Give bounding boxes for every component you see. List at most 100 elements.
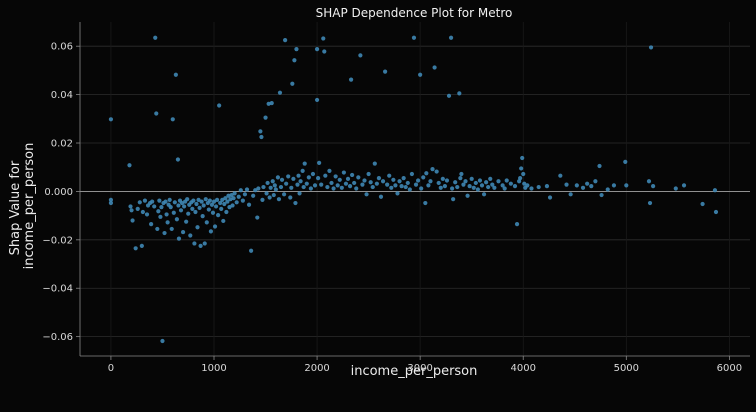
data-point (170, 117, 175, 122)
data-point (283, 38, 288, 43)
data-point (457, 91, 462, 96)
data-point (253, 188, 258, 193)
data-point (251, 193, 256, 198)
data-point (434, 169, 439, 174)
data-point (337, 177, 342, 182)
data-point (490, 182, 495, 187)
data-point (455, 184, 460, 190)
data-point (300, 168, 305, 173)
data-point (271, 192, 276, 198)
chart-title: SHAP Dependence Plot for Metro (316, 6, 513, 20)
data-point (496, 179, 501, 184)
data-point (200, 214, 205, 219)
y-tick-label: 0.06 (51, 42, 73, 53)
y-tick-label: 0.000 (44, 187, 73, 198)
x-axis-title: income_per_person (351, 364, 478, 379)
data-point (213, 204, 219, 209)
data-point (261, 184, 266, 190)
data-point (393, 183, 398, 188)
data-point (325, 184, 330, 190)
data-point (225, 199, 230, 204)
data-point (207, 198, 212, 203)
data-point (348, 77, 354, 82)
data-point (521, 171, 526, 177)
data-point (277, 90, 283, 95)
data-point (409, 171, 415, 177)
data-point (292, 58, 297, 63)
data-point (155, 226, 160, 232)
data-point (547, 195, 553, 200)
data-point (580, 185, 586, 190)
y-axis-title-line-2: income_per_person (22, 143, 37, 270)
data-point (345, 176, 351, 181)
data-point (178, 208, 184, 213)
x-tick-label: 4000 (511, 363, 536, 374)
data-point (190, 206, 195, 211)
data-point (232, 191, 237, 196)
data-point (291, 176, 296, 181)
data-point (395, 191, 400, 196)
data-point (492, 185, 497, 190)
data-point (297, 191, 302, 196)
data-point (108, 197, 114, 202)
data-point (341, 170, 346, 175)
data-point (624, 183, 629, 188)
data-point (157, 198, 162, 203)
data-point (712, 188, 718, 193)
data-point (293, 200, 298, 206)
data-point (249, 248, 254, 253)
data-point (405, 180, 410, 186)
data-point (193, 209, 198, 215)
data-point (238, 188, 243, 193)
data-point (380, 179, 386, 184)
data-point (294, 47, 299, 52)
data-point (174, 217, 179, 222)
data-point (525, 183, 530, 188)
data-point (234, 200, 239, 205)
data-point (599, 192, 604, 198)
data-point (376, 176, 382, 181)
data-point (475, 187, 480, 192)
data-point (186, 211, 191, 216)
data-point (479, 183, 485, 188)
data-point (574, 183, 579, 188)
data-point (713, 209, 719, 215)
data-point (258, 129, 263, 134)
data-point (217, 103, 222, 108)
data-point (465, 193, 470, 198)
data-point (589, 183, 594, 189)
data-point (508, 181, 513, 186)
data-point (335, 183, 340, 188)
data-point (451, 197, 456, 202)
data-point (518, 176, 523, 181)
data-point (201, 203, 206, 208)
data-point (529, 186, 534, 191)
data-point (500, 183, 505, 188)
data-point (202, 241, 207, 246)
data-point (288, 195, 293, 200)
data-point (352, 180, 357, 186)
data-point (218, 200, 223, 206)
data-point (192, 241, 197, 246)
data-point (240, 198, 245, 203)
data-point (432, 65, 437, 70)
data-point (206, 207, 211, 212)
data-point (135, 206, 140, 211)
data-point (212, 224, 218, 229)
data-point (471, 185, 476, 190)
data-point (263, 115, 268, 120)
data-point (458, 176, 463, 181)
data-point (339, 185, 344, 190)
data-point (108, 117, 114, 122)
data-point (137, 200, 142, 205)
data-point (197, 205, 202, 210)
data-point (255, 215, 260, 220)
data-point (302, 161, 307, 166)
data-point (172, 200, 177, 205)
y-axis-title: Shap Value for income_per_person (8, 143, 37, 270)
data-point (289, 185, 294, 190)
data-point (175, 157, 181, 162)
data-point (473, 180, 478, 186)
data-point (459, 171, 464, 177)
data-point (149, 221, 154, 227)
